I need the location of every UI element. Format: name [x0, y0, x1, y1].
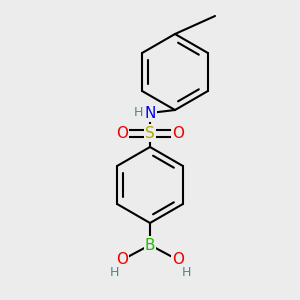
- Text: H: H: [133, 106, 143, 118]
- Text: B: B: [145, 238, 155, 253]
- Text: O: O: [116, 125, 128, 140]
- Text: H: H: [181, 266, 191, 278]
- Text: N: N: [144, 106, 156, 121]
- Text: O: O: [172, 125, 184, 140]
- Text: H: H: [109, 266, 119, 278]
- Text: O: O: [116, 253, 128, 268]
- Text: S: S: [145, 125, 155, 140]
- Text: O: O: [172, 253, 184, 268]
